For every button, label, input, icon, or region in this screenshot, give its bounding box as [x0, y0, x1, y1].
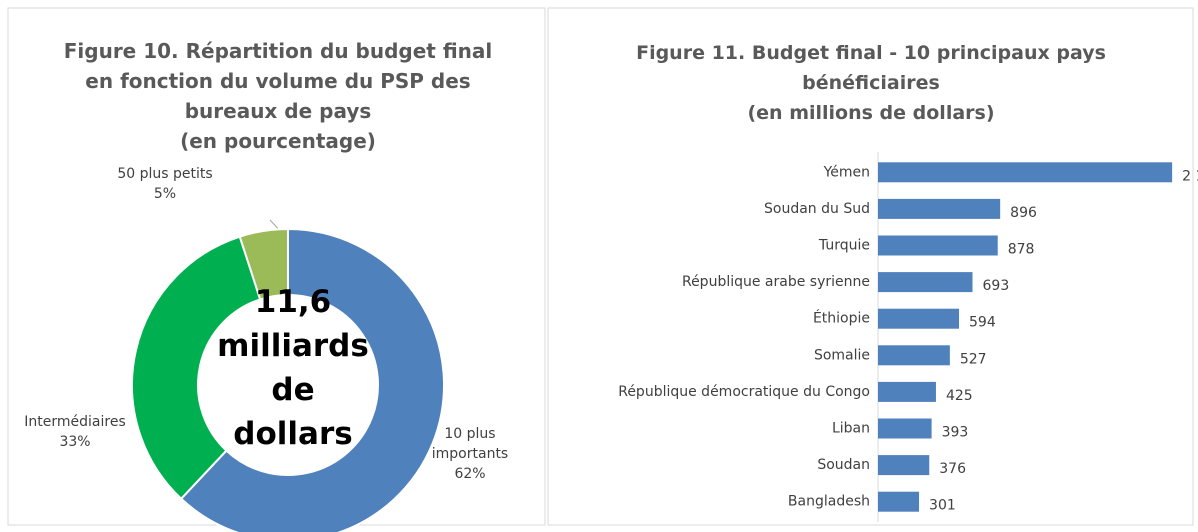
panel: [547, 7, 1194, 526]
bar: [878, 162, 1173, 183]
chart-title: Figure 10. Répartition du budget final e…: [63, 39, 493, 123]
slice-label: 50 plus petits: [117, 166, 213, 182]
y-tick-label: Éthiopie: [813, 310, 870, 327]
data-label: 527: [960, 351, 987, 367]
y-tick-label: Liban: [832, 421, 870, 437]
data-label: 896: [1010, 205, 1037, 221]
bar: [878, 198, 1001, 219]
y-tick-label: République démocratique du Congo: [618, 384, 870, 400]
data-label: 376: [939, 461, 966, 477]
bar: [878, 308, 959, 329]
slice-value: 5%: [153, 186, 177, 202]
donut-slice: [179, 227, 445, 532]
slice-label: 10 plus importants: [431, 426, 509, 462]
chart-subtitle: (en pourcentage): [180, 129, 376, 153]
bar: [878, 235, 998, 256]
y-tick-label: République arabe syrienne: [682, 274, 870, 290]
bar: [878, 455, 930, 476]
y-tick-label: Yémen: [823, 164, 870, 180]
slice-value: 62%: [454, 466, 486, 482]
y-tick-label: Bangladesh: [788, 494, 870, 510]
data-label: 693: [983, 278, 1010, 294]
data-label: 425: [946, 388, 973, 404]
y-tick-label: Soudan: [817, 457, 870, 473]
bar: [878, 381, 936, 402]
slice-value: 33%: [59, 434, 91, 450]
data-label: 594: [969, 315, 996, 331]
center-label: 11,6 milliards de dollars: [217, 284, 369, 452]
slice-label: Intermédiaires: [24, 414, 126, 430]
donut-slice: [131, 235, 262, 501]
y-tick-label: Turquie: [818, 238, 870, 254]
data-label: 301: [929, 498, 956, 514]
chart-title: Figure 11. Budget final - 10 principaux …: [636, 42, 1106, 94]
bar: [878, 418, 932, 439]
y-tick-label: Soudan du Sud: [764, 201, 870, 217]
donut-slice: [238, 227, 289, 301]
bar: [878, 491, 920, 512]
bar: [878, 272, 973, 293]
y-tick-label: Somalie: [814, 347, 870, 363]
data-label: 878: [1008, 242, 1035, 258]
data-label: 2 157: [1182, 168, 1198, 184]
data-label: 393: [942, 425, 969, 441]
chart-subtitle: (en millions de dollars): [747, 102, 995, 124]
bar: [878, 345, 950, 366]
